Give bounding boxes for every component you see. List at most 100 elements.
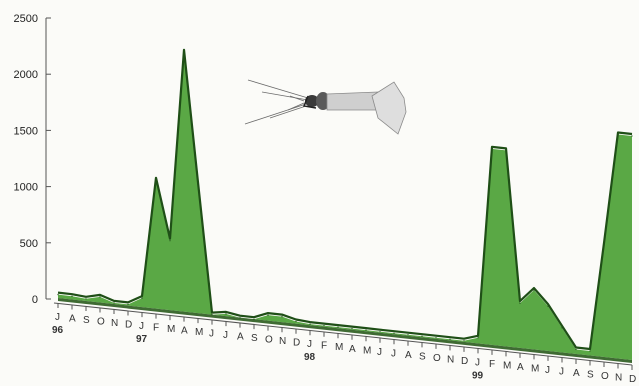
x-tick-label: A <box>349 344 356 355</box>
data-point <box>239 317 241 319</box>
year-label: 96 <box>52 325 64 336</box>
data-point <box>435 337 437 339</box>
x-tick-label: N <box>279 336 286 347</box>
x-tick-label: N <box>447 354 454 365</box>
data-point <box>589 350 591 352</box>
data-point <box>155 179 157 181</box>
data-point <box>575 348 577 351</box>
x-tick-label: D <box>125 320 132 331</box>
x-tick-label: D <box>461 356 468 367</box>
x-tick-label: A <box>237 332 244 343</box>
data-point <box>379 331 381 333</box>
x-tick-label: S <box>587 369 594 380</box>
data-point <box>71 295 73 297</box>
x-tick-label: O <box>601 371 609 382</box>
year-label: 98 <box>304 352 316 363</box>
x-tick-label: M <box>335 342 343 353</box>
data-point <box>603 244 605 246</box>
x-tick-label: J <box>55 312 60 323</box>
data-point <box>337 326 339 328</box>
x-tick-label: M <box>167 324 175 335</box>
data-point <box>281 316 283 318</box>
x-tick-label: O <box>97 317 105 328</box>
x-tick-label: N <box>615 372 622 383</box>
x-tick-label: D <box>629 374 636 385</box>
data-point <box>309 323 311 325</box>
squid-image <box>244 79 407 135</box>
data-point <box>407 334 409 336</box>
data-point <box>533 289 535 291</box>
data-point <box>211 314 213 316</box>
area-series <box>57 48 633 363</box>
x-tick-label: J <box>377 347 382 358</box>
data-point <box>561 327 563 329</box>
y-tick-label: 500 <box>20 238 38 250</box>
x-tick-label: J <box>209 329 214 340</box>
data-point <box>57 294 59 296</box>
x-tick-label: F <box>153 323 159 334</box>
data-point <box>169 240 171 242</box>
data-point <box>617 133 619 136</box>
data-point <box>547 305 549 307</box>
x-tick-label: A <box>573 368 580 379</box>
x-tick-label: N <box>111 318 118 329</box>
x-tick-label: J <box>391 348 396 359</box>
x-tick-label: M <box>195 327 203 338</box>
x-tick-label: A <box>69 314 76 325</box>
x-tick-label: O <box>433 353 441 364</box>
data-point <box>365 329 367 331</box>
data-point <box>477 337 479 339</box>
data-point <box>295 320 297 323</box>
y-axis: 0 500 1000 1500 2000 2500 <box>14 13 51 306</box>
x-tick-label: J <box>545 365 550 376</box>
area-fill <box>58 51 632 361</box>
x-tick-label: A <box>181 326 188 337</box>
data-point <box>505 149 507 151</box>
x-tick-label: M <box>503 360 511 371</box>
data-point <box>225 313 227 315</box>
y-tick-label: 2000 <box>14 69 38 81</box>
x-tick-label: O <box>265 335 273 346</box>
y-tick-label: 0 <box>32 294 38 306</box>
x-tick-label: D <box>293 338 300 349</box>
x-tick-label: J <box>223 330 228 341</box>
data-point <box>99 296 101 298</box>
y-tick-label: 1000 <box>14 182 38 194</box>
data-point <box>183 51 185 53</box>
x-tick-label: S <box>419 351 426 362</box>
data-point <box>393 332 395 334</box>
data-point <box>421 335 423 337</box>
data-point <box>449 338 451 340</box>
x-axis-line <box>53 302 633 366</box>
x-tick-label: J <box>559 366 564 377</box>
x-tick-label: F <box>489 359 495 370</box>
year-label: 99 <box>472 370 484 381</box>
x-tick-label: A <box>517 362 524 373</box>
x-tick-label: S <box>83 315 90 326</box>
data-point <box>351 328 353 330</box>
area-base <box>58 298 632 363</box>
data-point <box>519 302 521 304</box>
year-label: 97 <box>136 334 148 345</box>
y-tick-label: 1500 <box>14 125 38 137</box>
data-point <box>253 318 255 320</box>
x-tick-label: J <box>139 321 144 332</box>
x-tick-label: J <box>475 357 480 368</box>
x-tick-label: J <box>307 339 312 350</box>
data-point <box>113 302 115 304</box>
data-point <box>631 135 633 137</box>
data-point <box>323 325 325 327</box>
area-top-edge <box>57 48 633 351</box>
x-tick-label: M <box>531 363 539 374</box>
data-point <box>197 183 199 185</box>
data-point <box>491 148 493 150</box>
data-point <box>85 298 87 300</box>
data-point <box>127 303 129 305</box>
data-point <box>463 340 465 342</box>
x-tick-label: S <box>251 333 258 344</box>
data-point <box>141 297 143 299</box>
y-tick-label: 2500 <box>14 13 38 25</box>
x-tick-label: A <box>405 350 412 361</box>
